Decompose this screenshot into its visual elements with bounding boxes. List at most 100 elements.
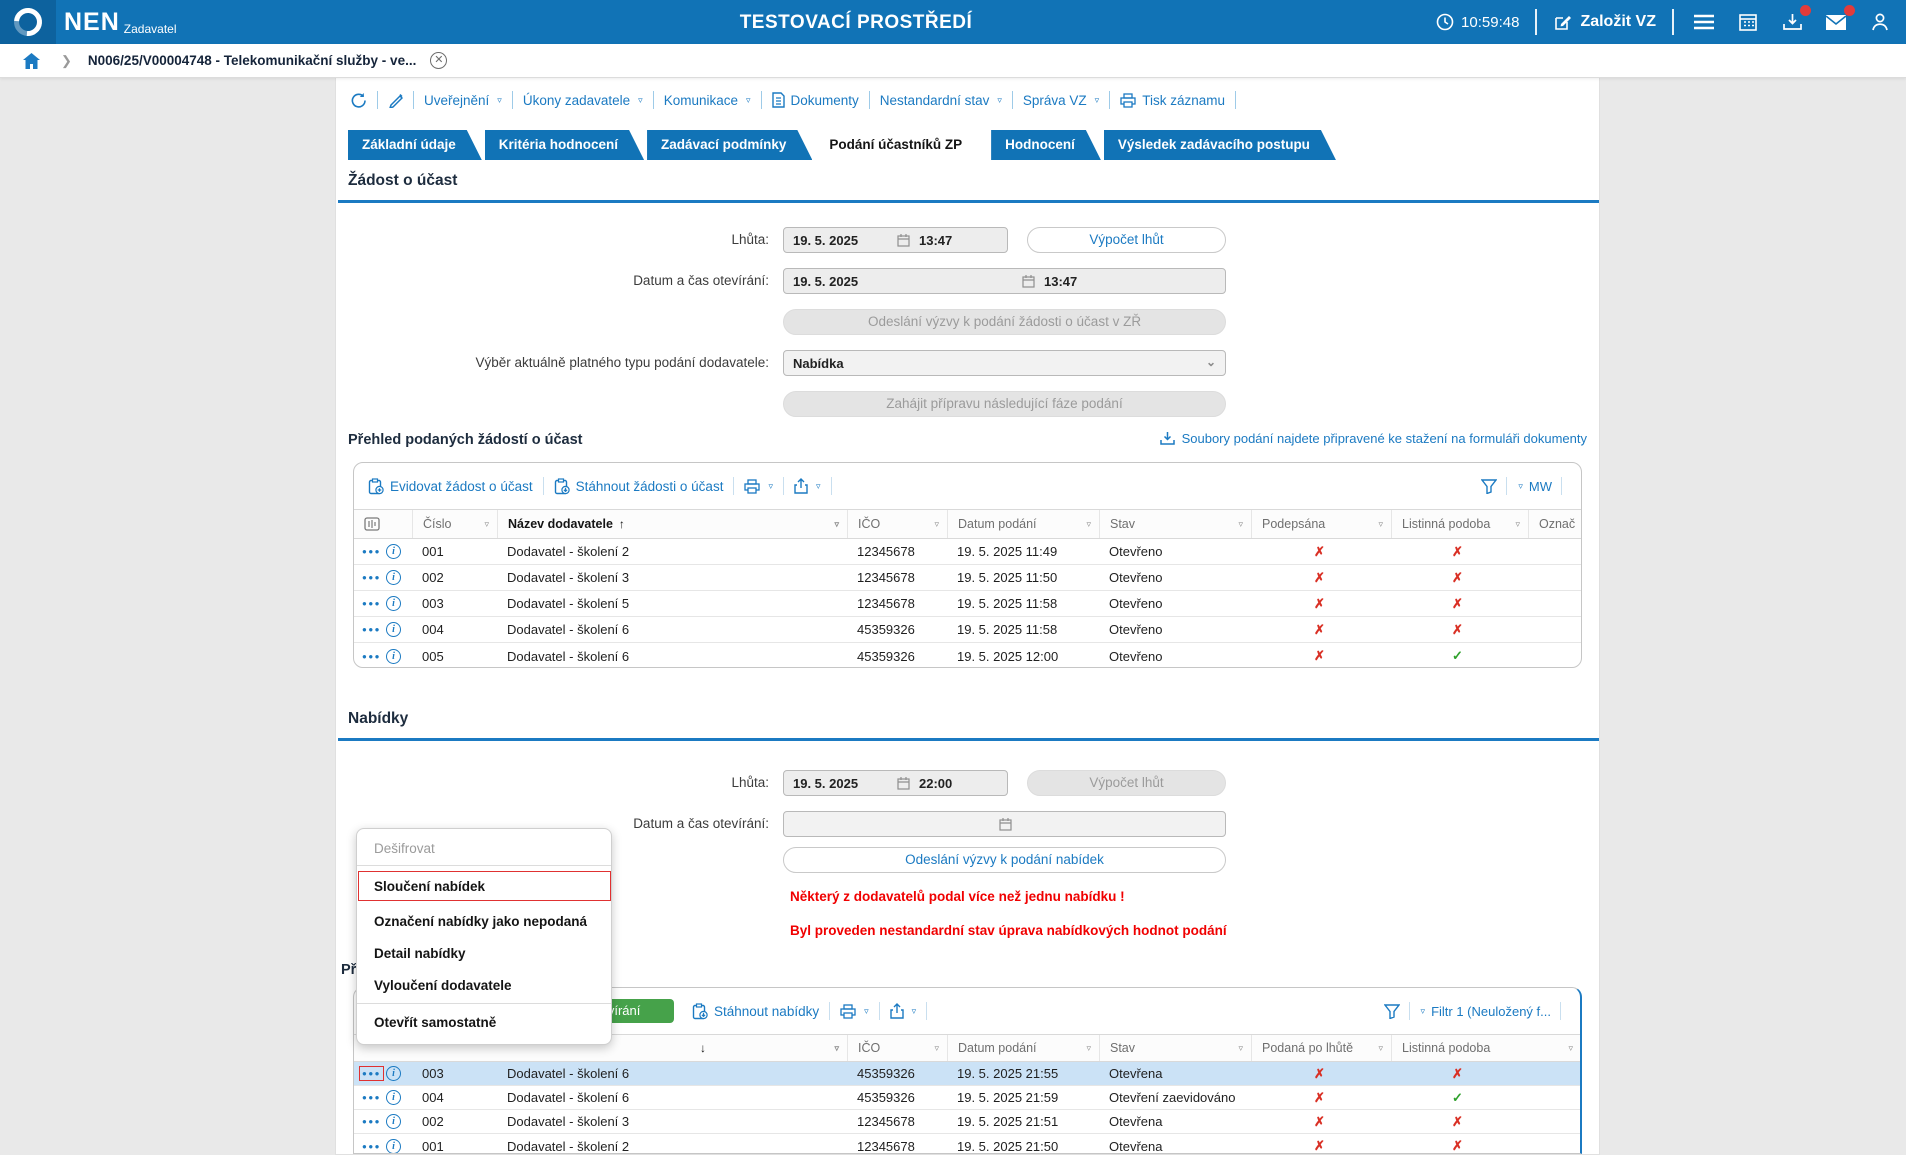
odeslani-vyzvy-nabidek-button[interactable]: Odeslání výzvy k podání nabídek (783, 847, 1226, 873)
info-icon[interactable]: i (386, 596, 401, 611)
chevron-down-icon: ▿ (768, 481, 773, 492)
info-icon[interactable]: i (386, 570, 401, 585)
tab-kriteria-hodnoceni[interactable]: Kritéria hodnocení (485, 130, 644, 160)
menu-nestandardni-stav[interactable]: Nestandardní stav▿ (880, 93, 1002, 108)
nen-logo[interactable] (0, 0, 56, 44)
menu-item-slouceni-nabidek[interactable]: Sloučení nabídek (357, 879, 611, 894)
menu-item-vylouceni-dodavatele[interactable]: Vyloučení dodavatele (357, 978, 611, 993)
menu-sprava-vz[interactable]: Správa VZ▿ (1023, 93, 1099, 108)
menu-uverejneni[interactable]: Uveřejnění▿ (424, 93, 502, 108)
profile-button[interactable] (1866, 8, 1894, 36)
row-menu-icon[interactable]: ●●● (362, 1117, 381, 1126)
filter-funnel-icon[interactable] (1384, 1004, 1400, 1019)
table-row-selected[interactable]: ●●● i 003 Dodavatel - školení 6 45359326… (354, 1062, 1580, 1086)
col-stav[interactable]: Stav▿ (1099, 510, 1251, 538)
col-podepsana[interactable]: Podepsána▿ (1251, 510, 1391, 538)
stahnout-nabidky-button[interactable]: Stáhnout nabídky (692, 1003, 819, 1020)
vypocet-lhut-button[interactable]: Výpočet lhůt (1027, 227, 1226, 253)
evidovat-zadost-button[interactable]: Evidovat žádost o účast (368, 478, 533, 495)
col-nazev[interactable]: Název dodavatele↑▿ (497, 510, 847, 538)
chevron-down-icon[interactable]: ▿ (1421, 1006, 1426, 1017)
close-tab-icon[interactable]: ✕ (430, 52, 447, 69)
row-menu-icon[interactable]: ●●● (362, 547, 381, 556)
col-datum[interactable]: Datum podání▿ (947, 510, 1099, 538)
table-row[interactable]: ●●● i 002 Dodavatel - školení 3 12345678… (354, 565, 1581, 591)
breadcrumb-item[interactable]: N006/25/V00004748 - Telekomunikační služ… (88, 53, 416, 68)
row-menu-icon[interactable]: ●●● (362, 652, 381, 661)
row-menu-icon[interactable]: ●●● (362, 625, 381, 634)
user-filter-label[interactable]: MW (1529, 479, 1552, 494)
info-icon[interactable]: i (386, 1066, 401, 1081)
filter-funnel-icon[interactable] (1481, 479, 1497, 494)
table-row[interactable]: ●●● i 003 Dodavatel - školení 5 12345678… (354, 591, 1581, 617)
row-menu-icon[interactable]: ●●● (362, 1142, 381, 1151)
vyber-typu-select[interactable]: Nabídka ⌄ (783, 350, 1226, 376)
menu-button[interactable] (1690, 8, 1718, 36)
nabidky-lhuta-field[interactable]: 19. 5. 2025 22:00 (783, 770, 1008, 796)
row-context-menu: Dešifrovat Sloučení nabídek Označení nab… (356, 828, 612, 1045)
tab-hodnoceni[interactable]: Hodnocení (991, 130, 1101, 160)
print-record-button[interactable]: Tisk záznamu (1120, 93, 1225, 108)
col-listinna[interactable]: Listinná podoba▿ (1391, 510, 1528, 538)
stahnout-zadosti-button[interactable]: Stáhnout žádosti o účast (554, 478, 724, 495)
tab-vysledek[interactable]: Výsledek zadávacího postupu (1104, 130, 1336, 160)
col-ico[interactable]: IČO▿ (847, 510, 947, 538)
col-podana-po-lhute[interactable]: Podaná po lhůtě▿ (1251, 1035, 1391, 1061)
menu-dokumenty[interactable]: Dokumenty (772, 92, 859, 108)
info-icon[interactable]: i (386, 1114, 401, 1129)
info-icon[interactable]: i (386, 1090, 401, 1105)
row-menu-icon[interactable]: ●●● (362, 599, 381, 608)
row-menu-icon[interactable]: ●●● (362, 1069, 381, 1078)
tab-zadavaci-podminky[interactable]: Zadávací podmínky (647, 130, 812, 160)
messages-button[interactable] (1822, 8, 1850, 36)
cell-cislo: 003 (422, 591, 444, 616)
nabidky-otevirani-field[interactable] (783, 811, 1226, 837)
col-oznaceni[interactable]: Označ (1528, 510, 1582, 538)
info-icon[interactable]: i (386, 544, 401, 559)
row-menu-icon[interactable]: ●●● (362, 573, 381, 582)
chevron-down-icon[interactable]: ▿ (1518, 481, 1523, 492)
zahajit-pripravu-button[interactable]: Zahájit přípravu následující fáze podání (783, 391, 1226, 417)
table-row[interactable]: ●●● i 001 Dodavatel - školení 2 12345678… (354, 539, 1581, 565)
menu-item-desifrovat[interactable]: Dešifrovat (357, 841, 611, 856)
col-datum[interactable]: Datum podání▿ (947, 1035, 1099, 1061)
info-icon[interactable]: i (386, 649, 401, 664)
odeslani-vyzvy-zadost-button[interactable]: Odeslání výzvy k podání žádosti o účast … (783, 309, 1226, 335)
info-icon[interactable]: i (386, 1139, 401, 1154)
home-icon[interactable] (22, 52, 41, 70)
nabidky-vypocet-lhut-button[interactable]: Výpočet lhůt (1027, 770, 1226, 796)
menu-item-oznaceni-nepodana[interactable]: Označení nabídky jako nepodaná (357, 914, 611, 929)
menu-ukony-zadavatele[interactable]: Úkony zadavatele▿ (523, 93, 643, 108)
menu-komunikace[interactable]: Komunikace▿ (664, 93, 751, 108)
table-row[interactable]: ●●● i 005 Dodavatel - školení 6 45359326… (354, 643, 1581, 668)
lhuta-field[interactable]: 19. 5. 2025 13:47 (783, 227, 1008, 253)
edit-button[interactable] (388, 92, 403, 108)
menu-item-otevrit-samostatne[interactable]: Otevřít samostatně (357, 1015, 611, 1030)
col-stav[interactable]: Stav▿ (1099, 1035, 1251, 1061)
tab-zakladni-udaje[interactable]: Základní údaje (348, 130, 482, 160)
otevirani-field[interactable]: 19. 5. 2025 13:47 (783, 268, 1226, 294)
active-filter-label[interactable]: Filtr 1 (Neuložený f... (1431, 1004, 1551, 1019)
table-row[interactable]: ●●● i 004 Dodavatel - školení 6 45359326… (354, 1086, 1580, 1110)
download-tray-icon (1782, 12, 1803, 32)
col-ico[interactable]: IČO▿ (847, 1035, 947, 1061)
table-row[interactable]: ●●● i 001 Dodavatel - školení 2 12345678… (354, 1134, 1580, 1154)
col-listinna[interactable]: Listinná podoba▿ (1391, 1035, 1581, 1061)
column-menu[interactable] (354, 510, 412, 538)
tab-podani-ucastniku[interactable]: Podání účastníků ZP (815, 130, 988, 160)
create-vz-button[interactable]: Založit VZ (1553, 13, 1656, 32)
export-button[interactable]: ▿ (890, 1003, 917, 1019)
table-row[interactable]: ●●● i 002 Dodavatel - školení 3 12345678… (354, 1110, 1580, 1134)
info-icon[interactable]: i (386, 622, 401, 637)
row-menu-icon[interactable]: ●●● (362, 1093, 381, 1102)
refresh-button[interactable] (350, 92, 367, 109)
col-cislo[interactable]: Číslo▿ (412, 510, 497, 538)
print-table-button[interactable]: ▿ (840, 1004, 869, 1019)
download-files-link[interactable]: Soubory podání najdete připravené ke sta… (1160, 431, 1587, 446)
calendar-button[interactable] (1734, 8, 1762, 36)
downloads-button[interactable] (1778, 8, 1806, 36)
print-table-button[interactable]: ▿ (744, 479, 773, 494)
export-button[interactable]: ▿ (794, 478, 821, 494)
menu-item-detail-nabidky[interactable]: Detail nabídky (357, 946, 611, 961)
table-row[interactable]: ●●● i 004 Dodavatel - školení 6 45359326… (354, 617, 1581, 643)
